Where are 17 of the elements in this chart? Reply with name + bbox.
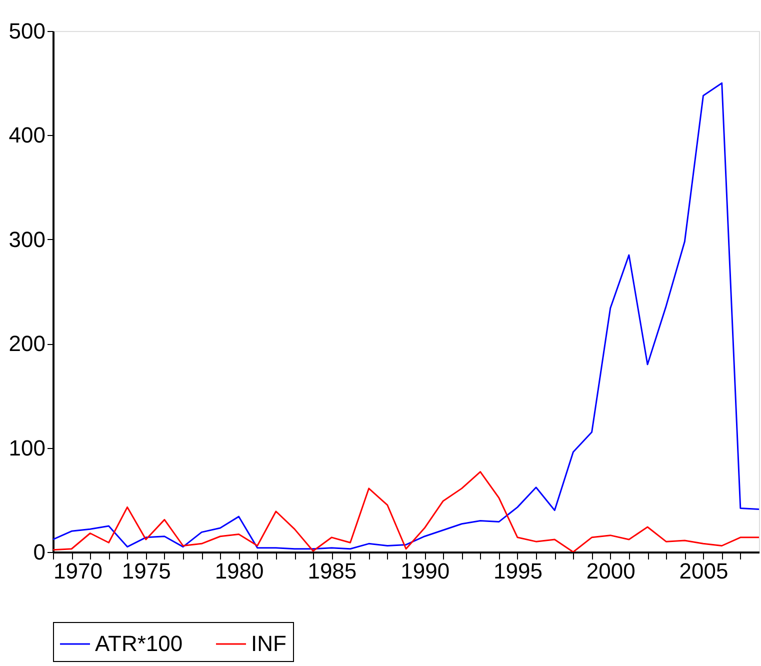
x-tick-label: 2000	[586, 558, 636, 584]
y-tick-label: 300	[8, 226, 46, 252]
x-tick-label: 1970	[54, 558, 102, 584]
line-series	[53, 82, 759, 550]
y-tick-label: 100	[8, 435, 46, 460]
legend-label: INF	[251, 631, 286, 656]
y-tick-label: 400	[8, 122, 46, 148]
y-tick-label: 200	[8, 331, 46, 356]
legend-label: ATR*100	[95, 631, 183, 656]
x-tick-label: 1975	[122, 558, 171, 584]
x-tick-label: 1985	[308, 558, 357, 584]
y-tick-label: 0	[33, 540, 46, 564]
x-tick-label: 1980	[214, 558, 264, 584]
x-tick-label: 2005	[679, 558, 728, 584]
x-tick-label: 1990	[400, 558, 450, 584]
x-tick-label: 1995	[493, 558, 542, 584]
y-tick-label: 500	[8, 18, 46, 44]
